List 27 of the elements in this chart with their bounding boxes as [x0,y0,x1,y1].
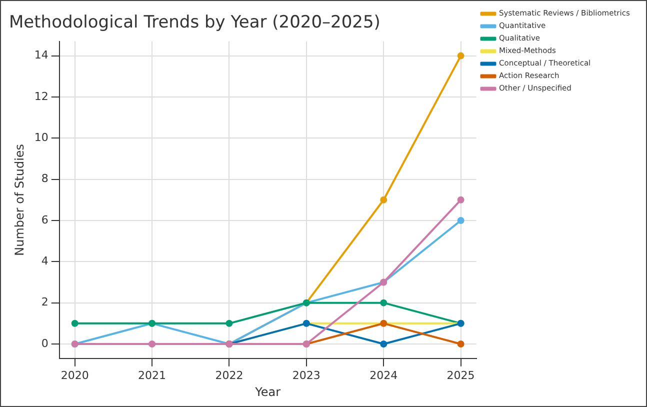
y-tick-label: 6 [41,213,48,226]
point [457,216,464,224]
y-tick-label: 12 [34,90,48,103]
y-axis-title: Number of Studies [12,144,26,256]
point [71,320,78,327]
x-tick-label: 2023 [292,368,320,382]
chart-title: Methodological Trends by Year (2020–2025) [9,12,380,33]
x-tick-label: 2021 [138,368,166,382]
point [457,340,464,348]
point [226,320,233,327]
y-tick-label: 4 [41,254,48,268]
x-tick-label: 2020 [60,368,89,382]
point [380,299,388,306]
x-tick-label: 2025 [446,368,475,382]
point [148,340,156,348]
y-tick-label: 10 [34,131,48,144]
y-tick-label: 2 [41,296,48,309]
point [380,340,388,348]
x-tick-label: 2024 [370,368,398,382]
y-tick-label: 14 [34,48,48,62]
y-tick-label: 0 [41,336,48,350]
point [457,52,464,60]
point [380,196,388,204]
x-axis-title: Year [254,384,281,399]
point [457,196,464,204]
y-tick-label: 8 [41,172,48,186]
x-tick-label: 2022 [215,368,244,382]
